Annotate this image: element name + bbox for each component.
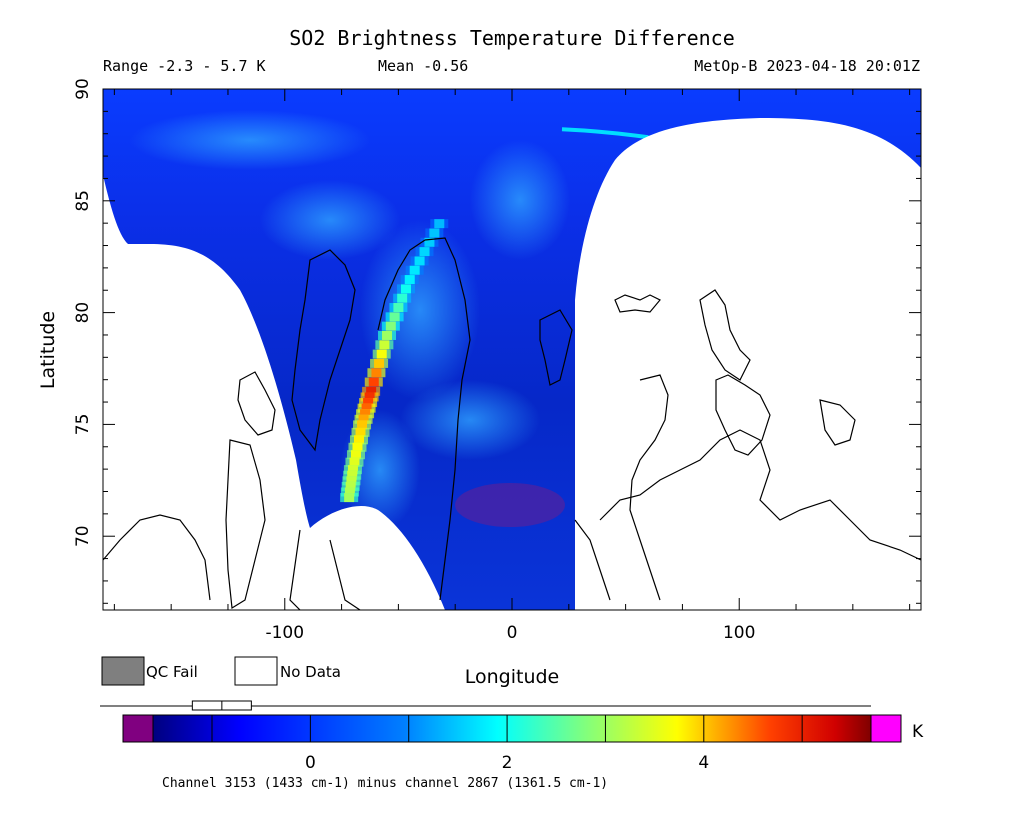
no-data-region-left	[103, 175, 445, 610]
qc-fail-label: QC Fail	[146, 663, 198, 681]
swath-cell	[366, 386, 377, 396]
field-blob	[130, 110, 370, 170]
swath-cell	[354, 435, 365, 445]
coastline	[819, 399, 856, 446]
x-axis: -100 0 100	[113, 89, 911, 643]
coastlines	[103, 237, 921, 610]
swath-cell	[376, 349, 387, 359]
qc-fail-swatch	[101, 656, 145, 686]
coastline	[539, 309, 573, 386]
colorbar-tick-label: 0	[305, 753, 316, 773]
swath-cell	[350, 450, 361, 460]
coastline	[225, 439, 266, 610]
coastline	[614, 294, 661, 313]
swath-cell	[397, 293, 408, 303]
swath-cell	[361, 403, 372, 413]
coastline	[699, 289, 751, 381]
arc-enhancement	[561, 127, 649, 140]
swath-cell	[404, 275, 415, 285]
x-axis-label: Longitude	[465, 666, 560, 688]
swath-cell	[424, 237, 435, 247]
no-data-label: No Data	[280, 663, 341, 681]
y-tick-label: 80	[73, 302, 93, 324]
y-tick-label: 75	[73, 414, 93, 436]
swath-cell	[345, 481, 356, 491]
chart-title: SO2 Brightness Temperature Difference	[289, 26, 735, 50]
swath-cell	[355, 427, 366, 437]
swath-cell	[363, 398, 374, 408]
swath-cell	[357, 420, 368, 430]
field-texture	[130, 110, 570, 530]
swath-cell	[414, 256, 425, 266]
source-label: MetOp-B 2023-04-18 20:01Z	[694, 57, 920, 75]
colorbar-tick-label: 4	[698, 753, 709, 773]
range-label: Range -2.3 - 5.7 K	[103, 57, 266, 75]
swath-cell	[344, 493, 355, 503]
swath-cell	[385, 321, 396, 331]
y-tick-label: 90	[73, 78, 93, 100]
coastline	[574, 429, 921, 601]
swath-cell	[409, 265, 420, 275]
y-tick-label: 70	[73, 525, 93, 547]
colorbar-gradient	[152, 714, 872, 743]
swath-cell	[374, 358, 385, 368]
swath-cell	[349, 457, 360, 467]
coastline	[289, 529, 361, 610]
legend: QC Fail No Data	[101, 656, 341, 686]
swath-cell	[364, 392, 375, 402]
enhancement-layer	[340, 127, 649, 503]
swath-cell	[358, 414, 369, 424]
y-axis-label: Latitude	[37, 311, 59, 389]
swath-cell	[346, 476, 357, 486]
field-warm-patch	[455, 483, 565, 527]
coastline	[291, 249, 356, 452]
no-data-swatch	[234, 656, 278, 686]
swath-cell	[344, 487, 355, 497]
swath-cell	[429, 228, 440, 238]
swath-cell	[389, 312, 400, 322]
coastline	[629, 374, 669, 601]
swath-cell	[347, 465, 358, 475]
coastline	[715, 374, 771, 456]
map-plot: -100 0 100 70 75 80 85 90	[73, 78, 922, 643]
swath-cell	[368, 377, 379, 387]
colorbar-caption: Channel 3153 (1433 cm-1) minus channel 2…	[162, 776, 608, 791]
x-tick-label: -100	[265, 623, 304, 643]
swath-cell	[347, 470, 358, 480]
coastline	[377, 237, 471, 601]
y-axis: 70 75 80 85 90	[73, 78, 921, 604]
colorbar-unit: K	[912, 722, 924, 742]
y-tick-label: 85	[73, 190, 93, 212]
colorbar-under	[122, 714, 154, 743]
colorbar: 0 2 4 K Channel 3153 (1433 cm-1) minus cha…	[100, 700, 924, 791]
colorbar-over	[870, 714, 902, 743]
swath-cell	[393, 303, 404, 313]
swath-cell	[360, 409, 371, 419]
coastline	[237, 371, 276, 436]
coastline	[103, 514, 211, 601]
field-blob	[400, 380, 540, 460]
swath-cell	[434, 219, 445, 229]
swath-cell	[400, 284, 411, 294]
colorbar-ticks: 0 2 4	[211, 715, 803, 773]
field-blob	[470, 140, 570, 260]
x-tick-label: 0	[507, 623, 518, 643]
x-tick-label: 100	[723, 623, 755, 643]
swath-cell	[352, 442, 363, 452]
swath-cell	[371, 368, 382, 378]
swath-cell	[419, 247, 430, 257]
swath-cell	[382, 330, 393, 340]
field-blob	[260, 180, 400, 260]
colorbar-tick-label: 2	[502, 753, 513, 773]
mean-label: Mean -0.56	[378, 57, 468, 75]
swath-cell	[379, 340, 390, 350]
